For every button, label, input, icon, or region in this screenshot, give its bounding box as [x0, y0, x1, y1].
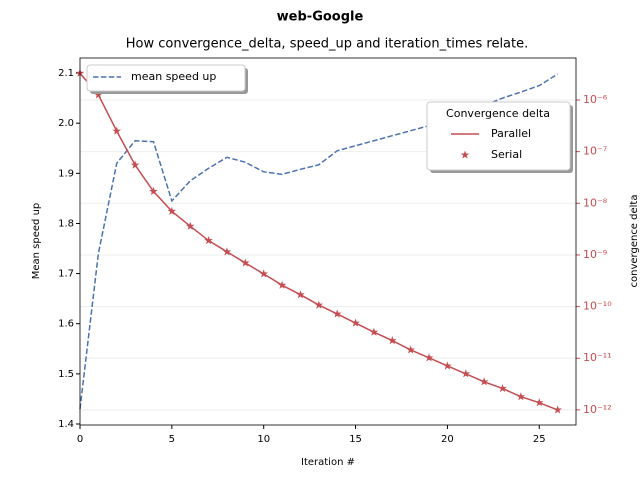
star-marker	[241, 258, 250, 267]
y-tick-label: 1.5	[58, 369, 74, 380]
y-tick-label: 2.0	[58, 118, 74, 129]
star-marker	[443, 361, 452, 370]
star-marker	[149, 186, 158, 196]
star-marker	[94, 90, 103, 99]
star-marker	[277, 280, 287, 289]
star-marker	[185, 221, 195, 230]
y-tick-label: 2.1	[58, 68, 74, 79]
x-tick-label: 20	[441, 434, 454, 445]
star-marker	[553, 405, 562, 414]
legend-title: Convergence delta	[446, 107, 550, 120]
star-marker	[112, 126, 122, 135]
legend-box	[86, 64, 246, 92]
chart-subtitle: How convergence_delta, speed_up and iter…	[126, 37, 529, 52]
star-marker	[222, 247, 232, 256]
y2-tick-label: 10⁻¹⁰	[583, 300, 612, 313]
star-marker	[259, 269, 268, 278]
star-marker	[534, 398, 544, 407]
y-axis-label: Mean speed up	[31, 203, 42, 280]
star-marker	[351, 318, 360, 327]
star-marker	[167, 206, 177, 215]
y-tick-label: 1.9	[58, 168, 74, 179]
y2-axis-label: convergence delta	[629, 195, 640, 288]
y-tick-label: 1.6	[58, 319, 74, 330]
y2-tick-label: 10⁻⁸	[583, 196, 608, 209]
star-marker	[332, 309, 342, 318]
x-tick-label: 0	[77, 434, 83, 445]
star-marker	[369, 327, 379, 336]
x-tick-label: 25	[533, 434, 546, 445]
x-tick-label: 5	[169, 434, 175, 445]
star-marker	[461, 369, 471, 378]
y-tick-label: 1.8	[58, 218, 74, 229]
star-marker	[314, 300, 324, 309]
y2-tick-label: 10⁻⁷	[583, 145, 607, 158]
legend-label: Serial	[491, 148, 522, 161]
star-marker	[296, 290, 305, 299]
star-marker	[406, 345, 415, 354]
x-tick-label: 10	[257, 434, 270, 445]
star-marker	[130, 160, 140, 169]
chart-title: web-Google	[277, 10, 364, 25]
star-marker	[516, 392, 526, 401]
y-tick-label: 1.4	[58, 419, 74, 430]
star-marker	[388, 336, 397, 345]
y2-tick-label: 10⁻⁹	[583, 248, 607, 261]
plot-frame	[79, 57, 577, 426]
x-tick-label: 15	[349, 434, 362, 445]
y-tick-label: 1.7	[58, 269, 74, 280]
star-marker	[498, 383, 507, 393]
star-marker	[479, 377, 489, 386]
y2-tick-label: 10⁻¹¹	[583, 351, 612, 364]
legend-label: Parallel	[491, 127, 531, 140]
star-marker	[204, 236, 213, 245]
y2-tick-label: 10⁻¹²	[583, 403, 612, 416]
y2-tick-label: 10⁻⁶	[583, 93, 608, 106]
x-axis-label: Iteration #	[301, 457, 355, 468]
star-marker	[424, 353, 434, 362]
legend-marker	[460, 150, 470, 159]
legend-label: mean speed up	[131, 70, 216, 83]
legend-box	[426, 101, 571, 171]
